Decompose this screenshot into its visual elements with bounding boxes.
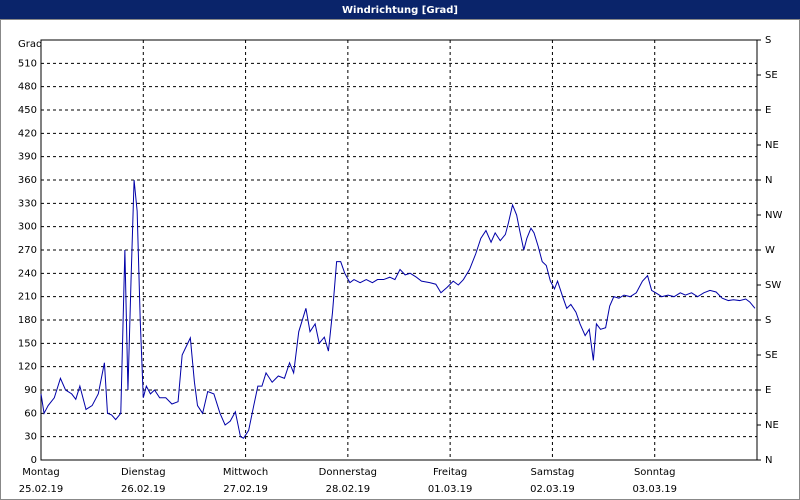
y2-tick-label: NE xyxy=(765,420,779,431)
x-tick-label: Montag xyxy=(22,467,59,478)
x-tick-date: 28.02.19 xyxy=(326,484,371,495)
y2-tick-label: E xyxy=(765,385,771,396)
y2-tick-label: N xyxy=(765,455,772,466)
x-tick-label: Mittwoch xyxy=(223,467,268,478)
y-tick-label: 0 xyxy=(31,455,37,466)
y-tick-label: 330 xyxy=(18,198,37,209)
y-tick-label: 30 xyxy=(24,432,37,443)
x-tick-label: Freitag xyxy=(433,467,467,478)
y2-tick-label: NE xyxy=(765,140,779,151)
y-tick-label: 510 xyxy=(18,58,37,69)
y2-tick-label: E xyxy=(765,105,771,116)
y-tick-label: 180 xyxy=(18,315,37,326)
x-tick-date: 02.03.19 xyxy=(530,484,575,495)
y-tick-label: 450 xyxy=(18,105,37,116)
y-tick-label: 210 xyxy=(18,292,37,303)
title-bar xyxy=(0,0,800,19)
y-axis-label: Grad xyxy=(18,39,42,50)
x-tick-label: Samstag xyxy=(531,467,575,478)
y-tick-label: 270 xyxy=(18,245,37,256)
plot-frame xyxy=(40,39,758,461)
y-tick-label: 300 xyxy=(18,222,37,233)
y-tick-label: 60 xyxy=(24,408,37,419)
y2-tick-label: S xyxy=(765,35,771,46)
frame xyxy=(0,19,800,500)
x-tick-date: 01.03.19 xyxy=(428,484,473,495)
y-tick-label: 90 xyxy=(24,385,37,396)
y2-tick-label: S xyxy=(765,315,771,326)
data-line xyxy=(40,179,756,439)
x-tick-date: 26.02.19 xyxy=(121,484,166,495)
y2-tick-label: N xyxy=(765,175,772,186)
y-tick-label: 240 xyxy=(18,268,37,279)
y-tick-label: 150 xyxy=(18,338,37,349)
y2-tick-label: SE xyxy=(765,70,778,81)
x-tick-date: 25.02.19 xyxy=(19,484,64,495)
y2-tick-label: SE xyxy=(765,350,778,361)
y2-tick-label: SW xyxy=(765,280,781,291)
x-tick-label: Donnerstag xyxy=(319,467,377,478)
x-tick-date: 03.03.19 xyxy=(632,484,677,495)
window-title: Windrichtung [Grad] xyxy=(342,5,458,16)
y2-tick-label: W xyxy=(765,245,775,256)
x-tick-label: Dienstag xyxy=(121,467,166,478)
x-tick-date: 27.02.19 xyxy=(223,484,268,495)
y-tick-label: 420 xyxy=(18,128,37,139)
y2-tick-label: NW xyxy=(765,210,782,221)
y-tick-label: 120 xyxy=(18,362,37,373)
y-tick-label: 480 xyxy=(18,82,37,93)
y-tick-label: 390 xyxy=(18,152,37,163)
y-tick-label: 360 xyxy=(18,175,37,186)
x-tick-label: Sonntag xyxy=(634,467,676,478)
